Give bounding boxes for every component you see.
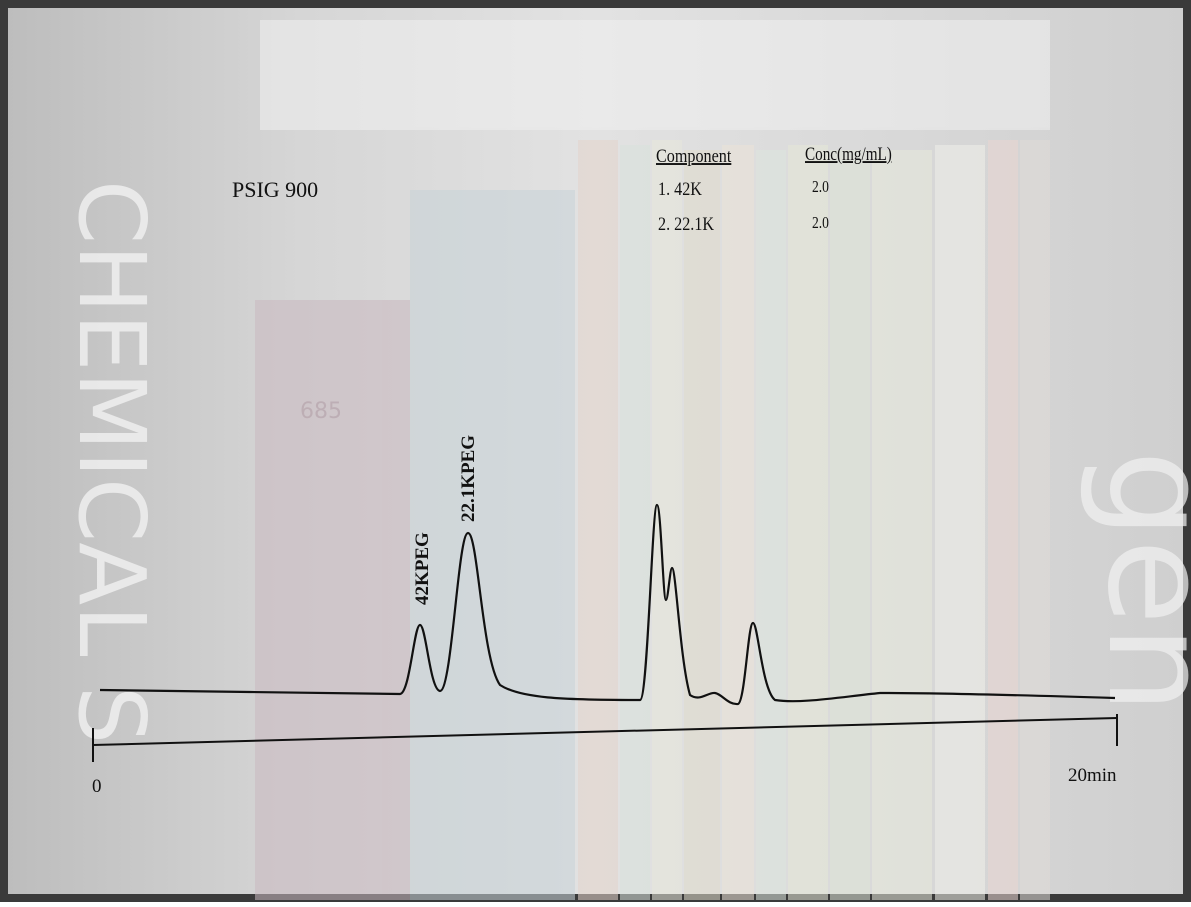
chromatogram-trace xyxy=(99,503,1116,706)
table-header: Component xyxy=(656,145,731,167)
background-text: gen xyxy=(1076,450,1191,714)
peak-label: 22.1KPEG xyxy=(458,435,479,522)
table-cell: 1. 42K xyxy=(658,178,702,200)
title: PSIG 900 xyxy=(232,177,318,202)
axis-label: 20min xyxy=(1068,765,1117,786)
component-table: Component Conc(mg/mL) 1. 42K 2.0 2. 22.1… xyxy=(656,143,892,234)
background-books xyxy=(255,20,1050,900)
table-header: Conc(mg/mL) xyxy=(805,143,892,164)
axis-line xyxy=(92,717,1118,746)
axis-label: 0 xyxy=(92,776,102,797)
background-text: CHEMICAL S xyxy=(58,180,165,744)
table-cell: 2. 22.1K xyxy=(658,213,714,235)
peak-label: 42KPEG xyxy=(412,532,433,605)
time-axis xyxy=(92,714,1118,762)
background-text: 685 xyxy=(300,399,342,424)
table-cell: 2.0 xyxy=(812,178,829,197)
table-cell: 2.0 xyxy=(812,214,829,233)
